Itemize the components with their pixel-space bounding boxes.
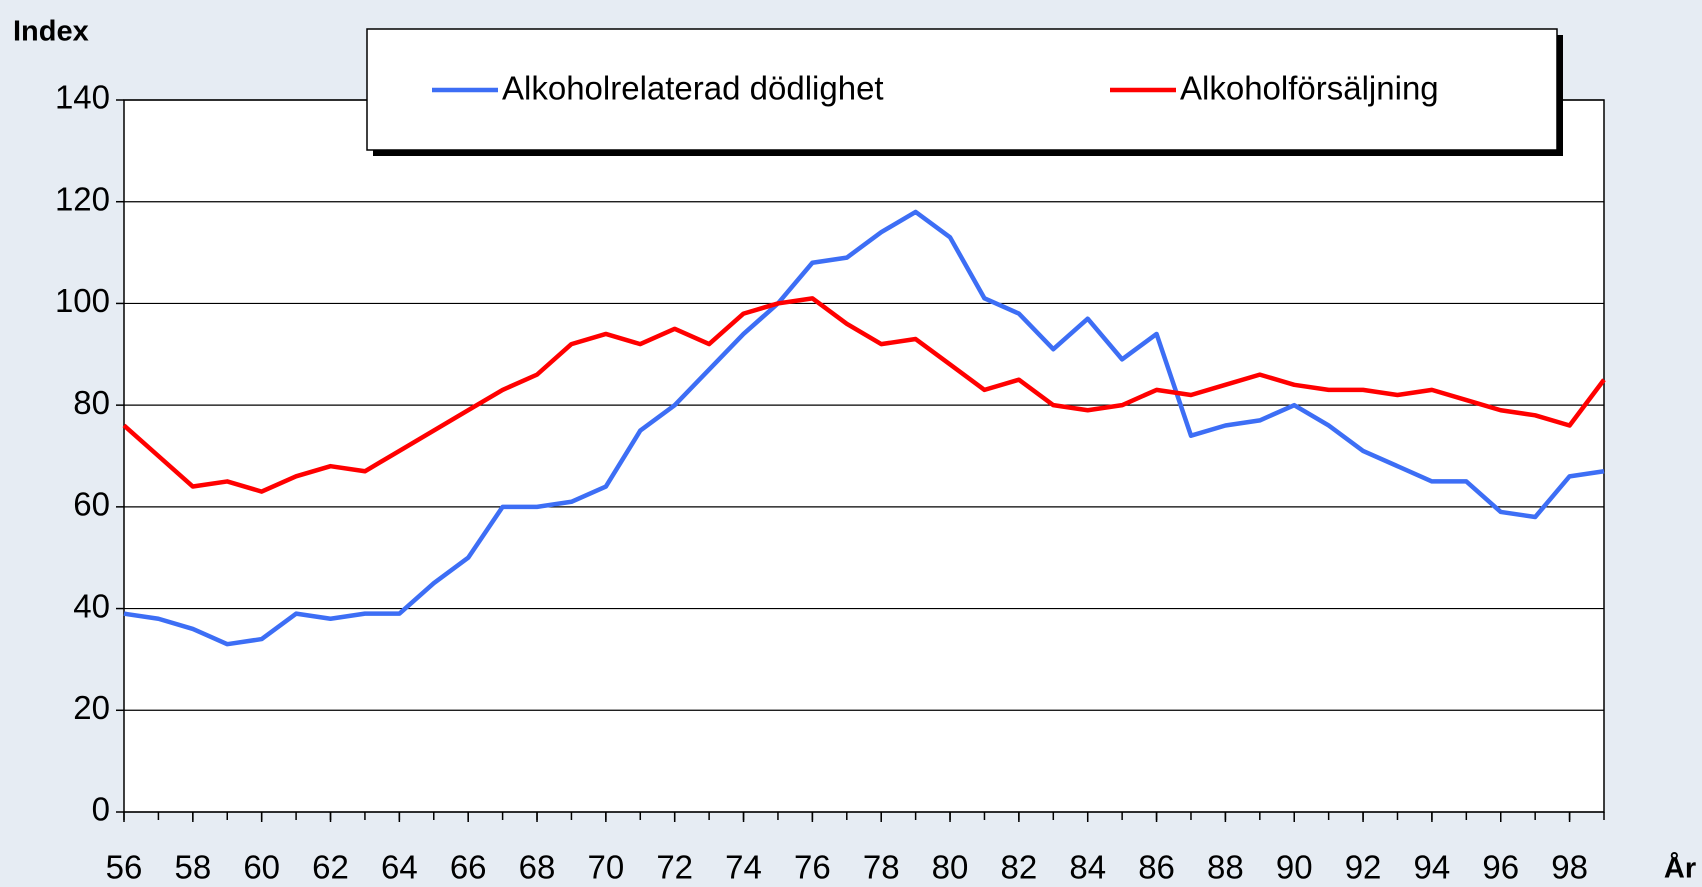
x-tick-label: 96 <box>1482 849 1519 886</box>
legend-label: Alkoholförsäljning <box>1180 70 1439 107</box>
x-tick-label: 64 <box>381 849 418 886</box>
x-tick-label: 62 <box>312 849 349 886</box>
legend: Alkoholrelaterad dödlighet Alkoholförsälj… <box>432 70 1439 107</box>
x-tick-label: 68 <box>519 849 556 886</box>
x-tick-label: 98 <box>1551 849 1588 886</box>
y-tick-label: 0 <box>92 791 110 828</box>
x-tick-label: 66 <box>450 849 487 886</box>
x-tick-label: 58 <box>174 849 211 886</box>
x-tick-label: 92 <box>1345 849 1382 886</box>
y-tick-label: 20 <box>73 689 110 726</box>
y-axis-label: Index <box>13 16 89 48</box>
legend-box <box>366 28 1558 151</box>
x-tick-label: 80 <box>932 849 969 886</box>
x-tick-label: 74 <box>725 849 762 886</box>
legend-label: Alkoholrelaterad dödlighet <box>502 70 884 107</box>
y-tick-label: 60 <box>73 486 110 523</box>
y-tick-label: 140 <box>55 79 110 116</box>
x-tick-label: 72 <box>656 849 693 886</box>
plot-area <box>123 99 1605 813</box>
x-tick-label: 56 <box>106 849 143 886</box>
x-tick-label: 86 <box>1138 849 1175 886</box>
x-axis-label: År <box>1664 852 1696 885</box>
x-tick-label: 76 <box>794 849 831 886</box>
y-tick-label: 120 <box>55 180 110 217</box>
x-tick-label: 84 <box>1069 849 1106 886</box>
series-line <box>123 209 1605 647</box>
x-tick-label: 94 <box>1414 849 1451 886</box>
x-tick-label: 70 <box>588 849 625 886</box>
x-tick-label: 78 <box>863 849 900 886</box>
x-tick-label: 90 <box>1276 849 1313 886</box>
x-tick-label: 60 <box>243 849 280 886</box>
x-tick-label: 82 <box>1001 849 1038 886</box>
y-tick-label: 80 <box>73 384 110 421</box>
y-tick-label: 100 <box>55 282 110 319</box>
x-tick-label: 88 <box>1207 849 1244 886</box>
y-tick-label: 40 <box>73 587 110 624</box>
plot: 0 20 40 60 80 100 120 140 56 58 60 62 64 66 68 70 72 74 76… <box>55 79 1606 886</box>
series-line <box>122 296 1606 494</box>
